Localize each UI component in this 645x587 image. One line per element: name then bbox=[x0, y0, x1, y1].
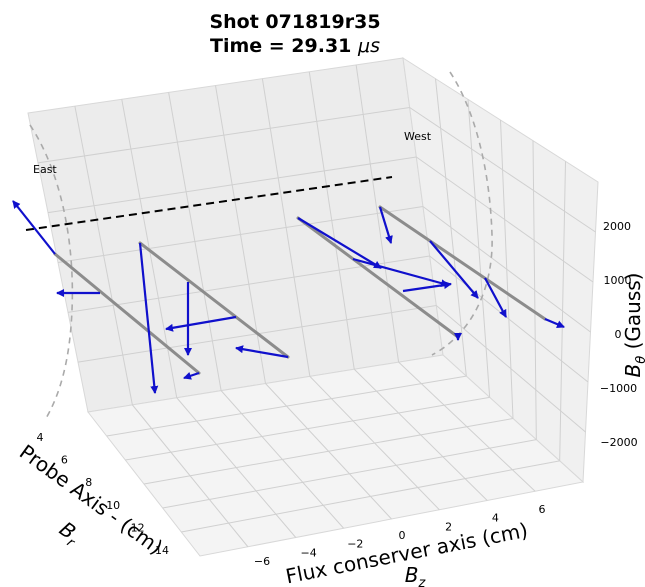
west-label: West bbox=[404, 130, 432, 143]
y-tick-label: 12 bbox=[131, 521, 145, 534]
field-vector-12 bbox=[378, 206, 393, 244]
z-b: B bbox=[621, 364, 645, 378]
field-vector-9 bbox=[352, 257, 449, 288]
probe-line-1 bbox=[53, 252, 201, 375]
grid-line bbox=[422, 206, 591, 333]
y-sub-b: B bbox=[55, 517, 80, 544]
y-tick-labels: 4 6 8 10 12 14 bbox=[37, 431, 170, 557]
x-tick-label: 4 bbox=[492, 512, 499, 525]
field-vector-3 bbox=[138, 242, 159, 394]
y-tick-label: 10 bbox=[106, 499, 120, 512]
subtitle-prefix: Time = 29.31 bbox=[210, 35, 358, 57]
center-axis-dash bbox=[25, 176, 393, 231]
x-tick-label: −4 bbox=[301, 546, 317, 559]
grid-lines bbox=[37, 64, 596, 548]
x-tick-label: 0 bbox=[399, 529, 406, 542]
field-vector-14 bbox=[484, 277, 507, 318]
y-tick-label: 4 bbox=[37, 431, 44, 444]
x-sub-b: B bbox=[405, 563, 419, 587]
west-wall-dash bbox=[431, 71, 493, 356]
probe-line-4 bbox=[378, 205, 547, 321]
y-tick-label: 8 bbox=[85, 476, 92, 489]
grid-line bbox=[162, 439, 537, 509]
field-vector-5 bbox=[165, 315, 237, 332]
chart-subtitle: Time = 29.31 μs bbox=[210, 35, 380, 57]
grid-line bbox=[37, 107, 410, 164]
x-tick-label: −2 bbox=[347, 538, 363, 551]
probe-line-2 bbox=[138, 241, 290, 359]
x-tick-labels: −6 −4 −2 0 2 4 6 bbox=[254, 503, 546, 568]
grid-line bbox=[409, 107, 596, 233]
grid-line bbox=[436, 305, 586, 433]
field-vector-1 bbox=[12, 200, 56, 255]
field-vectors bbox=[12, 200, 565, 394]
grid-line bbox=[47, 156, 417, 214]
x-tick-label: 2 bbox=[445, 520, 452, 533]
probe-line-3 bbox=[296, 216, 460, 339]
z-suffix: (Gauss) bbox=[621, 273, 645, 356]
field-vector-6 bbox=[235, 345, 289, 359]
field-vector-15 bbox=[544, 317, 565, 329]
z-tick-label: 0 bbox=[615, 328, 622, 341]
z-tick-labels: 2000 1000 0 −1000 −2000 bbox=[600, 220, 638, 449]
x-sub-z: z bbox=[417, 576, 426, 587]
field-vector-13 bbox=[429, 240, 479, 299]
chart-title: Shot 071819r35 bbox=[209, 11, 380, 33]
z-tick-label: 1000 bbox=[604, 274, 632, 287]
east-wall-dash bbox=[29, 124, 74, 421]
z-tick-label: −2000 bbox=[600, 436, 637, 449]
y-axis-sublabel: Br bbox=[53, 517, 86, 552]
subtitle-unit: μs bbox=[357, 35, 380, 57]
field-vector-8 bbox=[297, 217, 382, 269]
grid-line bbox=[429, 255, 589, 383]
field-vector-10 bbox=[402, 281, 452, 293]
z-tick-label: −1000 bbox=[600, 382, 637, 395]
field-vector-7 bbox=[183, 371, 200, 380]
grid-line bbox=[106, 375, 467, 437]
x-axis-sublabel: Bz bbox=[405, 563, 427, 587]
x-tick-label: −6 bbox=[254, 555, 270, 568]
grid-line bbox=[416, 156, 594, 283]
x-tick-label: 6 bbox=[539, 503, 546, 516]
grid-line bbox=[143, 418, 514, 485]
z-axis-label: Bθ (Gauss) bbox=[621, 273, 645, 378]
y-tick-label: 6 bbox=[61, 454, 68, 467]
z-tick-label: 2000 bbox=[603, 220, 631, 233]
grid-line bbox=[125, 396, 490, 461]
probe-lines bbox=[53, 205, 547, 375]
grid-line bbox=[67, 255, 430, 313]
grid-line bbox=[181, 460, 560, 533]
east-label: East bbox=[33, 163, 57, 176]
z-theta: θ bbox=[634, 356, 645, 364]
y-tick-label: 14 bbox=[155, 544, 169, 557]
grid-line bbox=[57, 206, 424, 263]
